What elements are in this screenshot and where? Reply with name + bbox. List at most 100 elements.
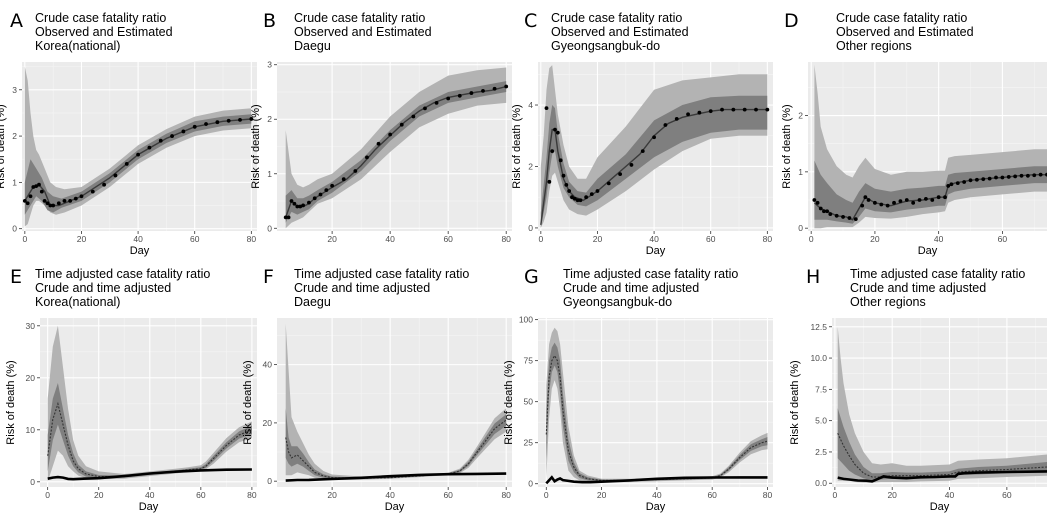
observed-point-c [550, 149, 555, 154]
observed-point-b [307, 200, 311, 205]
panel-title-line-h: Crude and time adjusted [850, 281, 986, 295]
y-tick-label-g: 0 [528, 479, 533, 489]
y-tick-label-a: 2 [12, 131, 17, 141]
observed-point-c [572, 196, 577, 201]
panel-letter-c: C [524, 10, 537, 32]
panel-title-line-f: Crude and time adjusted [294, 281, 430, 295]
observed-point-d [815, 200, 820, 205]
observed-point-d [962, 180, 967, 184]
panel-title-line-a: Observed and Estimated [35, 25, 173, 39]
panel-title-line-g: Time adjusted case fatality ratio [563, 267, 738, 281]
y-axis-label-d: Risk of death (%) [781, 104, 793, 188]
observed-point-b [353, 169, 358, 173]
observed-point-d [873, 200, 877, 205]
y-tick-label-a: 3 [12, 85, 17, 95]
x-axis-label-a: Day [130, 245, 150, 257]
observed-point-b [411, 114, 416, 119]
observed-point-c [544, 106, 549, 110]
x-tick-label-a: 40 [133, 234, 143, 244]
plot-background-g [538, 318, 773, 487]
y-tick-label-f: 0 [267, 476, 272, 486]
panel-title-line-f: Daegu [294, 295, 331, 309]
x-tick-label-a: 0 [22, 234, 27, 244]
y-tick-label-e: 10 [26, 425, 36, 435]
observed-point-b [399, 122, 404, 127]
observed-point-a [73, 196, 78, 201]
y-tick-label-h: 7.5 [815, 384, 827, 394]
observed-point-a [42, 199, 47, 203]
plot-area-e [47, 325, 253, 482]
inner-band-h [837, 408, 1047, 481]
y-tick-label-h: 12.5 [810, 322, 827, 332]
inner-band-c [540, 95, 768, 228]
observed-point-b [289, 199, 294, 203]
observed-point-c [720, 107, 724, 112]
x-tick-label-g: 60 [707, 490, 717, 500]
observed-point-d [892, 200, 896, 205]
panel-title-line-e: Crude and time adjusted [35, 281, 171, 295]
x-tick-label-f: 80 [501, 490, 511, 500]
observed-point-d [863, 195, 868, 200]
observed-point-a [204, 122, 208, 126]
adjusted-line-g [545, 354, 768, 481]
x-tick-label-h: 20 [887, 490, 897, 500]
panel-title-line-a: Crude case fatality ratio [35, 11, 166, 25]
observed-point-b [318, 192, 323, 197]
plot-area-c [540, 65, 770, 228]
observed-point-d [1006, 175, 1011, 179]
panel-title-line-a: Korea(national) [35, 39, 120, 53]
observed-point-c [697, 110, 702, 115]
observed-point-a [102, 182, 107, 187]
observed-point-a [249, 117, 254, 121]
observed-point-a [22, 199, 27, 203]
observed-point-c [652, 135, 656, 140]
observed-point-a [28, 194, 33, 199]
y-axis-label-g: Risk of death (%) [503, 360, 515, 444]
observed-point-a [45, 201, 50, 206]
outer-band-g [546, 327, 768, 483]
observed-point-a [34, 184, 39, 188]
observed-point-d [1019, 173, 1024, 178]
observed-point-d [917, 198, 922, 202]
observed-point-a [90, 189, 95, 194]
y-axis-label-a: Risk of death (%) [0, 104, 7, 188]
panel-c: 0 20 40 60 80 0 2 4 Day Risk of death (%) C Crude c… [511, 10, 773, 257]
observed-point-d [943, 195, 947, 200]
x-axis-label-e: Day [139, 501, 159, 513]
observed-point-b [388, 132, 393, 137]
observed-point-b [298, 204, 303, 209]
panel-title-line-d: Other regions [836, 39, 912, 53]
panel-title-line-d: Observed and Estimated [836, 25, 974, 39]
observed-point-d [904, 198, 909, 202]
panel-title-line-c: Gyeongsangbuk-do [551, 39, 660, 53]
observed-point-d [994, 175, 998, 180]
y-tick-label-g: 50 [524, 397, 534, 407]
observed-point-d [946, 184, 951, 188]
observed-point-a [48, 203, 53, 208]
x-tick-label-b: 20 [327, 234, 337, 244]
x-tick-label-e: 80 [247, 490, 257, 500]
x-tick-label-f: 20 [327, 490, 337, 500]
observed-point-c [618, 172, 623, 177]
y-tick-label-c: 2 [528, 161, 533, 171]
x-tick-label-e: 40 [145, 490, 155, 500]
observed-point-c [606, 181, 611, 186]
plot-area-b [283, 67, 509, 229]
crude-line-g [545, 475, 768, 485]
observed-point-b [365, 155, 369, 160]
observed-point-d [860, 203, 865, 208]
observed-point-b [469, 91, 474, 95]
panel-title-line-f: Time adjusted case fatality ratio [294, 267, 469, 281]
observed-point-a [226, 118, 231, 123]
x-tick-label-h: 0 [832, 490, 837, 500]
y-tick-label-c: 4 [528, 100, 533, 110]
observed-point-d [898, 199, 903, 204]
observed-point-d [812, 198, 817, 202]
crude-line-e [47, 468, 252, 481]
adjusted-line-h [837, 432, 1047, 478]
y-tick-label-d: 0 [798, 223, 803, 233]
panel-letter-d: D [784, 10, 799, 32]
panel-letter-h: H [806, 266, 820, 288]
